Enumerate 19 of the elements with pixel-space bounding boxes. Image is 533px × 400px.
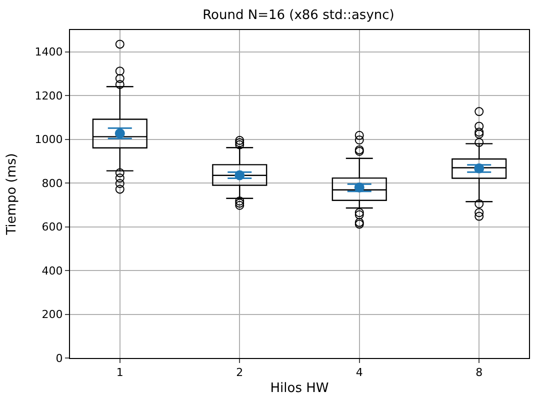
x-tick-label: 2: [236, 366, 244, 380]
x-tick-label: 4: [356, 366, 363, 380]
point: [474, 163, 484, 174]
y-tick-label: 800: [42, 176, 63, 190]
point: [354, 182, 364, 192]
x-axis-title: Hilos HW: [270, 380, 329, 396]
x-tick-label: 1: [116, 366, 124, 380]
y-tick-label: 1400: [34, 46, 63, 59]
y-tick-label: 0: [56, 352, 63, 365]
y-tick-label: 200: [42, 308, 63, 322]
y-tick-label: 600: [42, 220, 63, 234]
point: [114, 128, 125, 138]
y-tick-label: 1000: [34, 133, 63, 146]
y-axis-title: Tiempo (ms): [4, 153, 20, 236]
y-tick-label: 400: [42, 264, 63, 278]
point: [234, 170, 245, 180]
y-tick-label: 1200: [34, 89, 63, 102]
chart-title: Round N=16 (x86 std::async): [202, 8, 394, 24]
x-tick-label: 8: [476, 366, 483, 380]
